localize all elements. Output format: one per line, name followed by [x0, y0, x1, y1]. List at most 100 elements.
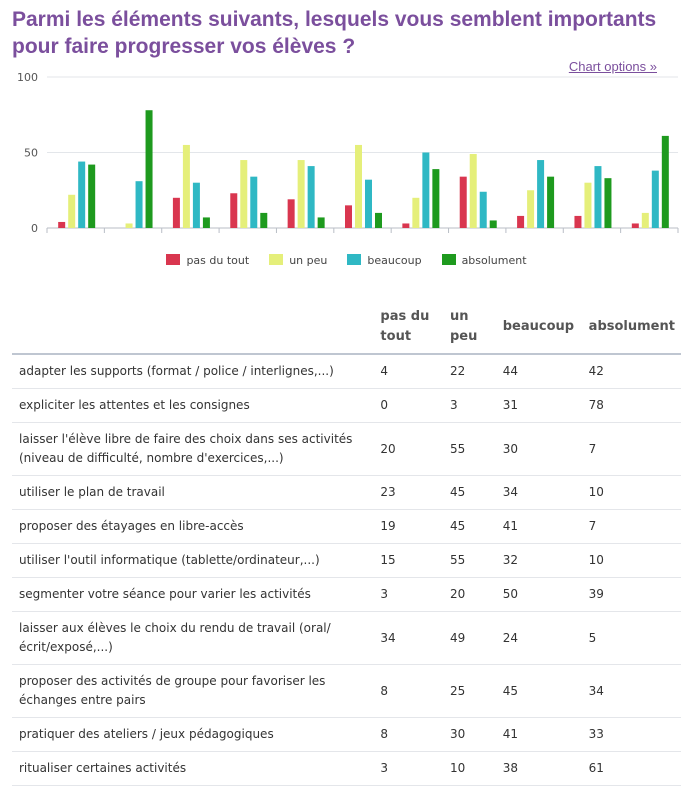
bar-un-peu-3 [240, 160, 248, 228]
bar-beaucoup-9 [594, 166, 602, 228]
row-label: adapter les supports (format / police / … [12, 354, 375, 389]
legend-item-un-peu[interactable]: un peu [269, 253, 328, 267]
bar-beaucoup-3 [250, 176, 258, 228]
cell-absolument: 39 [582, 577, 681, 612]
bar-un-peu-0 [68, 194, 76, 228]
bar-beaucoup-4 [307, 166, 315, 228]
bar-pas-du-tout-3 [230, 193, 238, 228]
table-body: adapter les supports (format / police / … [12, 354, 681, 786]
bar-pas-du-tout-0 [58, 221, 66, 228]
chart-legend: pas du tout un peu beaucoup absolument [0, 253, 693, 267]
bar-beaucoup-2 [192, 182, 200, 228]
cell-un-peu: 49 [443, 611, 497, 665]
y-tick-label: 50 [24, 147, 38, 160]
bar-absolument-9 [604, 178, 612, 228]
table-row: expliciter les attentes et les consignes… [12, 388, 681, 423]
cell-absolument: 61 [582, 751, 681, 786]
cell-un-peu: 30 [443, 717, 497, 752]
cell-absolument: 7 [582, 509, 681, 544]
bar-beaucoup-7 [479, 191, 487, 228]
cell-absolument: 10 [582, 543, 681, 578]
bar-absolument-6 [432, 169, 440, 228]
chart-bars [58, 110, 669, 228]
cell-pas-du-tout: 3 [374, 577, 444, 612]
table-row: utiliser l'outil informatique (tablette/… [12, 543, 681, 578]
bar-un-peu-10 [641, 212, 649, 228]
legend-item-beaucoup[interactable]: beaucoup [347, 253, 422, 267]
y-tick-label: 100 [17, 71, 38, 84]
table-row: segmenter votre séance pour varier les a… [12, 577, 681, 612]
legend-item-absolument[interactable]: absolument [441, 253, 527, 267]
cell-beaucoup: 24 [496, 611, 583, 665]
bar-pas-du-tout-4 [287, 199, 295, 228]
cell-pas-du-tout: 3 [374, 751, 444, 786]
cell-pas-du-tout: 19 [374, 509, 444, 544]
bar-un-peu-6 [412, 197, 420, 228]
table-row: laisser l'élève libre de faire des choix… [12, 422, 681, 476]
cell-un-peu: 20 [443, 577, 497, 612]
bar-absolument-3 [260, 212, 268, 228]
y-tick-label: 0 [31, 222, 38, 235]
cell-un-peu: 55 [443, 422, 497, 476]
cell-pas-du-tout: 15 [374, 543, 444, 578]
legend-label: pas du tout [186, 253, 250, 267]
table-header-row: pas du tout un peu beaucoup absolument [12, 301, 681, 355]
cell-pas-du-tout: 20 [374, 422, 444, 476]
row-label: pratiquer des ateliers / jeux pédagogiqu… [12, 717, 375, 752]
bar-beaucoup-8 [537, 160, 545, 228]
bar-absolument-2 [202, 217, 210, 228]
header-pas-du-tout: pas du tout [374, 301, 444, 355]
table-row: adapter les supports (format / police / … [12, 354, 681, 389]
bar-un-peu-4 [297, 160, 305, 228]
legend-label: absolument [461, 253, 527, 267]
table-row: utiliser le plan de travail 23 45 34 10 [12, 475, 681, 510]
cell-pas-du-tout: 4 [374, 354, 444, 389]
bar-beaucoup-1 [135, 181, 143, 228]
row-label: utiliser l'outil informatique (tablette/… [12, 543, 375, 578]
cell-un-peu: 45 [443, 509, 497, 544]
bar-pas-du-tout-9 [574, 215, 582, 228]
bar-pas-du-tout-7 [459, 176, 467, 228]
page-title: Parmi les éléments suivants, lesquels vo… [12, 8, 657, 58]
cell-beaucoup: 50 [496, 577, 583, 612]
legend-swatch [347, 253, 362, 265]
cell-absolument: 33 [582, 717, 681, 752]
legend-swatch [166, 253, 181, 265]
cell-un-peu: 3 [443, 388, 497, 423]
bar-un-peu-9 [584, 182, 592, 228]
legend-label: beaucoup [367, 253, 422, 267]
row-label: utiliser le plan de travail [12, 475, 375, 510]
bar-absolument-8 [547, 176, 555, 228]
bar-absolument-0 [88, 164, 96, 228]
cell-un-peu: 10 [443, 751, 497, 786]
cell-beaucoup: 44 [496, 354, 583, 389]
bar-un-peu-5 [355, 144, 362, 228]
cell-pas-du-tout: 8 [374, 664, 444, 718]
chart-options-link[interactable]: Chart options » [568, 59, 657, 74]
row-label: laisser l'élève libre de faire des choix… [12, 422, 375, 476]
cell-pas-du-tout: 0 [374, 388, 444, 423]
bar-absolument-10 [661, 135, 669, 228]
cell-beaucoup: 32 [496, 543, 583, 578]
bar-un-peu-8 [527, 190, 535, 228]
bar-beaucoup-6 [422, 152, 430, 228]
bar-absolument-1 [145, 110, 153, 228]
cell-absolument: 5 [582, 611, 681, 665]
legend-swatch [441, 253, 456, 265]
cell-absolument: 34 [582, 664, 681, 718]
cell-absolument: 42 [582, 354, 681, 389]
row-label: expliciter les attentes et les consignes [12, 388, 375, 423]
bar-un-peu-2 [182, 144, 190, 228]
table-row: pratiquer des ateliers / jeux pédagogiqu… [12, 717, 681, 752]
bar-un-peu-1 [125, 223, 133, 228]
bar-pas-du-tout-6 [402, 223, 410, 228]
table-row: proposer des activités de groupe pour fa… [12, 664, 681, 718]
legend-swatch [269, 253, 284, 265]
cell-beaucoup: 38 [496, 751, 583, 786]
row-label: segmenter votre séance pour varier les a… [12, 577, 375, 612]
row-label: proposer des étayages en libre-accès [12, 509, 375, 544]
legend-label: un peu [289, 253, 328, 267]
legend-item-pas-du-tout[interactable]: pas du tout [166, 253, 250, 267]
cell-pas-du-tout: 8 [374, 717, 444, 752]
cell-beaucoup: 41 [496, 509, 583, 544]
